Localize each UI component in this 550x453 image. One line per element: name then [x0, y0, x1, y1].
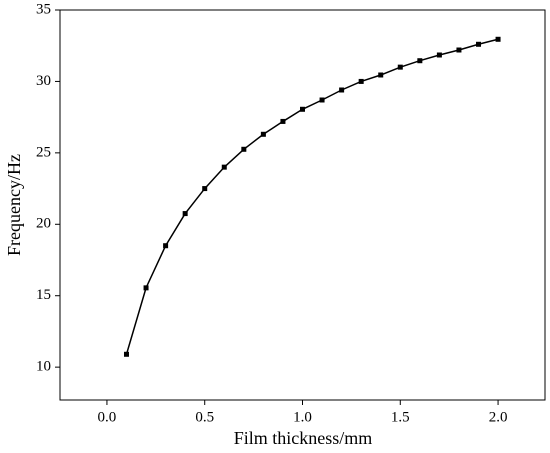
x-axis-title: Film thickness/mm — [234, 428, 373, 448]
data-point — [456, 47, 462, 53]
data-point — [143, 285, 149, 291]
y-tick-label: 15 — [36, 287, 51, 303]
y-tick-label: 35 — [36, 1, 51, 17]
data-point — [476, 41, 482, 47]
data-point — [417, 58, 423, 64]
plot-frame — [59, 9, 546, 401]
data-point — [495, 36, 501, 42]
data-point — [163, 243, 169, 249]
data-point — [300, 106, 305, 112]
y-tick-label: 10 — [36, 359, 51, 375]
data-point — [202, 186, 208, 192]
data-point — [123, 351, 129, 357]
x-tick-label: 0.0 — [98, 409, 117, 425]
data-point — [221, 164, 227, 170]
data-point — [358, 78, 364, 84]
data-point — [339, 87, 345, 93]
y-tick-label: 25 — [36, 144, 51, 160]
data-point — [260, 131, 266, 137]
data-point — [397, 64, 403, 70]
y-tick-label: 20 — [36, 216, 51, 232]
y-axis-title: Frequency/Hz — [4, 154, 24, 256]
x-tick-label: 1.5 — [391, 409, 410, 425]
data-point — [280, 118, 286, 124]
x-tick-label: 2.0 — [489, 409, 508, 425]
series-line — [125, 38, 499, 355]
data-point — [319, 97, 325, 103]
data-point — [378, 72, 384, 78]
x-tick-label: 0.5 — [195, 409, 214, 425]
data-point — [436, 52, 442, 58]
data-point — [182, 211, 188, 217]
x-tick-label: 1.0 — [293, 409, 312, 425]
data-point — [241, 146, 247, 152]
y-tick-label: 30 — [36, 73, 51, 89]
